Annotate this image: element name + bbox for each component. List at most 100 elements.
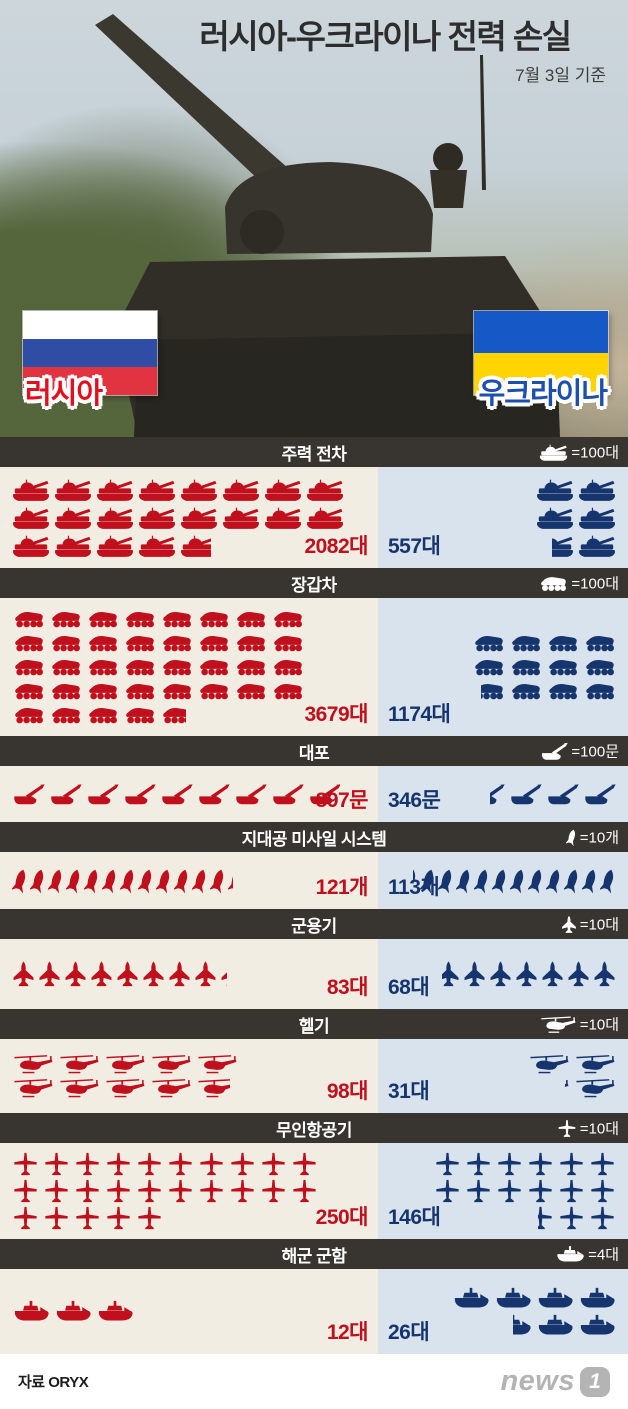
missile-icon	[84, 868, 100, 894]
jet-icon	[12, 961, 35, 987]
apc-icon	[481, 681, 505, 701]
section-title: 지대공 미사일 시스템	[241, 829, 387, 849]
apc-icon	[271, 633, 304, 653]
tank-icon	[536, 478, 574, 502]
ukraine-count: 26대	[388, 1321, 430, 1344]
ukraine-pictographs	[528, 1047, 616, 1105]
apc-icon	[197, 633, 230, 653]
footer: 자료 ORYX news 1	[0, 1354, 628, 1409]
jet-icon	[194, 961, 217, 987]
russia-pictographs	[12, 606, 304, 728]
apc-icon	[86, 705, 119, 725]
section-body: 897문 346문	[0, 766, 628, 822]
russia-panel: 250대	[0, 1143, 378, 1239]
drone-icon	[496, 1179, 523, 1203]
legend: =100대	[538, 573, 619, 594]
section-header: 군용기 =10대	[0, 909, 628, 939]
russia-flag	[23, 311, 157, 395]
drone-icon	[589, 1152, 616, 1176]
ukraine-flag	[474, 311, 608, 395]
apc-icon	[12, 681, 45, 701]
apc-icon	[86, 657, 119, 677]
section-body: 12대 26대	[0, 1269, 628, 1354]
russia-label: 러시아	[25, 378, 103, 410]
drone-icon	[43, 1152, 70, 1176]
section-body: 3679대 1174대	[0, 598, 628, 736]
legend-scale-label: =4대	[588, 1246, 619, 1264]
apc-icon	[546, 657, 579, 677]
jet-icon	[116, 961, 139, 987]
section-body: 98대 31대	[0, 1039, 628, 1113]
tank-icon	[180, 534, 211, 558]
section-title: 장갑차	[291, 575, 337, 595]
tank-icon	[180, 506, 218, 530]
drone-icon	[589, 1206, 616, 1230]
ukraine-panel: 557대	[378, 467, 628, 568]
russia-pictographs	[12, 475, 344, 560]
drone-icon	[105, 1152, 132, 1176]
apc-icon	[234, 681, 267, 701]
missile-icon	[474, 868, 490, 894]
apc-icon	[123, 657, 156, 677]
section-header: 헬기 =10대	[0, 1009, 628, 1039]
news1-logo-digit: 1	[580, 1366, 610, 1397]
apc-icon	[271, 681, 304, 701]
legend-scale-label: =100대	[571, 444, 619, 462]
jet-icon	[64, 961, 87, 987]
section-title: 무인항공기	[276, 1120, 352, 1140]
apc-icon	[234, 657, 267, 677]
ukraine-count: 31대	[388, 1080, 430, 1103]
section-header: 지대공 미사일 시스템 =10개	[0, 822, 628, 852]
flag-stripe-white	[23, 311, 157, 339]
russia-count: 897문	[315, 789, 369, 812]
missile-icon	[48, 868, 64, 894]
flag-stripe-red	[23, 367, 157, 395]
flag-stripe-blue	[23, 339, 157, 367]
jet-icon	[561, 915, 577, 933]
apc-icon	[472, 633, 505, 653]
legend: =100대	[539, 442, 619, 463]
drone-icon	[589, 1179, 616, 1203]
jet-icon	[442, 961, 460, 987]
ukraine-count: 557대	[388, 535, 441, 558]
artillery-icon	[160, 784, 193, 805]
drone-icon	[229, 1152, 256, 1176]
tank-icon	[54, 478, 92, 502]
apc-icon	[197, 681, 230, 701]
date-note: 7월 3일 기준	[515, 66, 606, 85]
ukraine-pictographs	[536, 475, 616, 560]
apc-icon	[234, 609, 267, 629]
helicopter-icon	[104, 1054, 146, 1074]
drone-icon	[74, 1206, 101, 1230]
russia-pictographs	[12, 1047, 238, 1105]
artillery-icon	[271, 784, 304, 805]
apc-icon	[546, 633, 579, 653]
apc-icon	[538, 574, 568, 592]
drone-icon	[74, 1179, 101, 1203]
section-title: 군용기	[291, 916, 337, 936]
legend-scale-label: =10개	[579, 829, 619, 847]
section-title: 해군 군함	[281, 1246, 347, 1266]
apc-icon	[160, 609, 193, 629]
legend-scale-label: =100대	[571, 575, 619, 593]
apc-icon	[123, 633, 156, 653]
artillery-icon	[197, 784, 230, 805]
ukraine-count: 346문	[388, 789, 441, 812]
section-artillery: 대포 =100문 897문 346문	[0, 736, 628, 822]
tank-icon	[96, 534, 134, 558]
russia-panel: 897문	[0, 766, 378, 822]
tank-icon	[138, 534, 176, 558]
apc-icon	[86, 633, 119, 653]
apc-icon	[12, 705, 45, 725]
ship-icon	[513, 1314, 532, 1337]
apc-icon	[583, 681, 616, 701]
drone-icon	[43, 1179, 70, 1203]
ship-icon	[536, 1314, 574, 1337]
ship-icon	[578, 1287, 616, 1310]
missile-icon	[12, 868, 28, 894]
artillery-icon	[540, 742, 568, 760]
partial-ship-icon	[513, 1314, 532, 1337]
legend-scale-label: =100문	[571, 743, 619, 761]
drone-icon	[558, 1206, 585, 1230]
apc-icon	[160, 681, 193, 701]
